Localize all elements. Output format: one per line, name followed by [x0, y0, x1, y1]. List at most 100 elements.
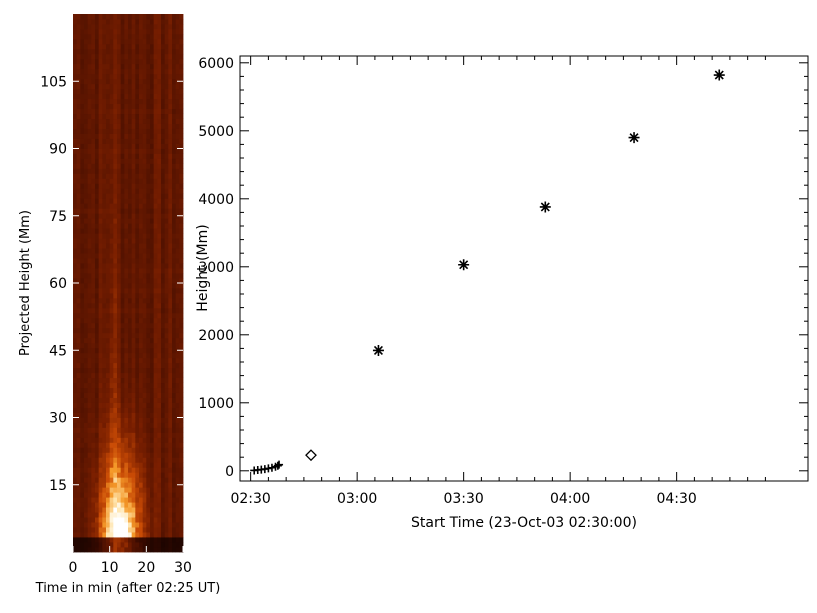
heatmap-cell — [150, 48, 155, 55]
heatmap-cell — [117, 128, 122, 134]
heatmap-cell — [172, 278, 177, 284]
heatmap-cell — [161, 253, 166, 259]
heatmap-cell — [142, 183, 147, 189]
heatmap-cell — [106, 68, 111, 75]
heatmap-cell — [128, 472, 133, 478]
heatmap-cell — [164, 322, 169, 329]
heatmap-cell — [157, 312, 162, 319]
heatmap-cell — [172, 68, 177, 75]
heatmap-cell — [179, 487, 184, 493]
heatmap-cell — [179, 128, 184, 134]
heatmap-cell — [95, 337, 100, 344]
heatmap-cell — [91, 467, 96, 473]
heatmap-cell — [168, 357, 173, 364]
heatmap-cell — [157, 292, 162, 299]
heatmap-cell — [80, 178, 85, 184]
heatmap-cell — [80, 422, 85, 428]
heatmap-cell — [95, 322, 100, 329]
heatmap-cell — [91, 292, 96, 299]
heatmap-cell — [102, 68, 107, 75]
heatmap-cell — [91, 178, 96, 184]
heatmap-cell — [175, 517, 180, 523]
heatmap-cell — [153, 367, 158, 374]
heatmap-cell — [91, 168, 96, 174]
heatmap-cell — [135, 233, 140, 239]
heatmap-cell — [95, 18, 100, 25]
heatmap-cell — [175, 407, 180, 413]
heatmap-cell — [91, 367, 96, 374]
heatmap-cell — [124, 407, 129, 413]
heatmap-cell — [113, 233, 118, 239]
heatmap-cell — [95, 58, 100, 65]
heatmap-cell — [102, 337, 107, 344]
heatmap-cell — [84, 173, 89, 179]
heatmap-cell — [135, 362, 140, 369]
heatmap-cell — [168, 447, 173, 453]
heatmap-cell — [120, 173, 125, 179]
heatmap-cell — [98, 268, 103, 274]
heatmap-cell — [87, 352, 92, 359]
heatmap-cell — [95, 188, 100, 194]
heatmap-cell — [91, 497, 96, 503]
heatmap-cell — [135, 278, 140, 284]
heatmap-cell — [95, 352, 100, 359]
heatmap-cell — [80, 322, 85, 329]
heatmap-cell — [84, 427, 89, 433]
heatmap-cell — [73, 387, 78, 393]
heatmap-cell — [87, 472, 92, 478]
heatmap-cell — [124, 258, 129, 264]
heatmap-cell — [146, 268, 151, 274]
heatmap-cell — [131, 402, 136, 408]
heatmap-cell — [84, 133, 89, 139]
heatmap-cell — [109, 302, 114, 309]
heatmap-cell — [142, 362, 147, 369]
heatmap-cell — [153, 178, 158, 184]
heatmap-cell — [164, 402, 169, 408]
heatmap-cell — [76, 83, 81, 90]
heatmap-cell — [80, 88, 85, 95]
heatmap-cell — [131, 93, 136, 100]
heatmap-cell — [157, 402, 162, 408]
heatmap-cell — [153, 283, 158, 289]
heatmap-cell — [80, 397, 85, 403]
heatmap-cell — [113, 487, 118, 493]
heatmap-cell — [175, 243, 180, 249]
heatmap-cell — [128, 357, 133, 364]
heatmap-cell — [106, 397, 111, 403]
heatmap-cell — [157, 233, 162, 239]
heatmap-cell — [95, 302, 100, 309]
heatmap-cell — [84, 273, 89, 279]
heatmap-cell — [168, 258, 173, 264]
heatmap-cell — [91, 193, 96, 199]
heatmap-cell — [124, 517, 129, 523]
heatmap-cell — [179, 173, 184, 179]
heatmap-cell — [179, 148, 184, 154]
heatmap-cell — [73, 53, 78, 60]
heatmap-cell — [172, 88, 177, 95]
scatter-plot-frame — [239, 55, 809, 482]
heatmap-cell — [73, 163, 78, 169]
heatmap-cell — [95, 83, 100, 90]
heatmap-cell — [91, 188, 96, 194]
heatmap-cell — [84, 208, 89, 214]
heatmap-cell — [142, 457, 147, 463]
heatmap-cell — [139, 23, 144, 30]
heatmap-cell — [161, 502, 166, 508]
heatmap-cell — [172, 452, 177, 458]
heatmap-cell — [172, 457, 177, 463]
heatmap-cell — [98, 532, 103, 538]
heatmap-cell — [84, 143, 89, 149]
heatmap-cell — [106, 337, 111, 344]
heatmap-cell — [113, 223, 118, 229]
heatmap-cell — [146, 297, 151, 304]
heatmap-cell — [128, 422, 133, 428]
heatmap-cell — [109, 178, 114, 184]
heatmap-cell — [128, 68, 133, 75]
heatmap-cell — [142, 158, 147, 164]
heatmap-cell — [84, 188, 89, 194]
heatmap-cell — [164, 397, 169, 403]
heatmap-cell — [139, 377, 144, 384]
heatmap-cell — [142, 263, 147, 269]
heatmap-cell — [98, 188, 103, 194]
heatmap-cell — [102, 517, 107, 523]
